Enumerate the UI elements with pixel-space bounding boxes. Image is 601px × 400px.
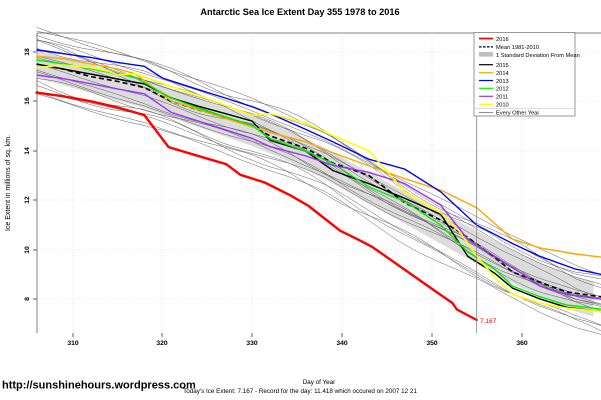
svg-text:2010: 2010 xyxy=(496,103,509,109)
svg-text:16: 16 xyxy=(24,97,31,105)
svg-text:Day of Year: Day of Year xyxy=(303,379,336,386)
svg-text:14: 14 xyxy=(24,147,31,155)
svg-text:Every Other Year: Every Other Year xyxy=(496,111,539,117)
svg-text:350: 350 xyxy=(426,340,438,347)
svg-text:1 Standard Deviation From Mean: 1 Standard Deviation From Mean xyxy=(496,53,580,59)
svg-text:18: 18 xyxy=(24,48,31,56)
svg-text:Ice Extent in millions of sq.: Ice Extent in millions of sq. km. xyxy=(5,135,12,231)
svg-text:Antarctic Sea Ice Extent Day 3: Antarctic Sea Ice Extent Day 355 1978 to… xyxy=(200,7,399,17)
svg-text:Today's Ice Extent: 7.167 -: Today's Ice Extent: 7.167 - Record for t… xyxy=(183,388,417,395)
svg-text:12: 12 xyxy=(24,196,31,204)
svg-text:http://sunshinehours.wordpress: http://sunshinehours.wordpress.com xyxy=(2,380,196,392)
svg-text:340: 340 xyxy=(336,340,348,347)
svg-text:Mean 1981-2010: Mean 1981-2010 xyxy=(496,45,539,51)
svg-text:2015: 2015 xyxy=(496,63,509,69)
svg-text:310: 310 xyxy=(67,340,79,347)
svg-text:2011: 2011 xyxy=(496,95,508,101)
svg-text:2016: 2016 xyxy=(496,37,509,43)
svg-text:2014: 2014 xyxy=(496,71,509,77)
svg-text:2013: 2013 xyxy=(496,79,509,85)
svg-text:2012: 2012 xyxy=(496,87,509,93)
svg-text:330: 330 xyxy=(246,340,258,347)
svg-text:7.167: 7.167 xyxy=(480,318,497,325)
svg-text:10: 10 xyxy=(24,246,31,254)
svg-text:8: 8 xyxy=(24,297,31,301)
svg-text:360: 360 xyxy=(516,340,528,347)
svg-text:320: 320 xyxy=(156,340,168,347)
